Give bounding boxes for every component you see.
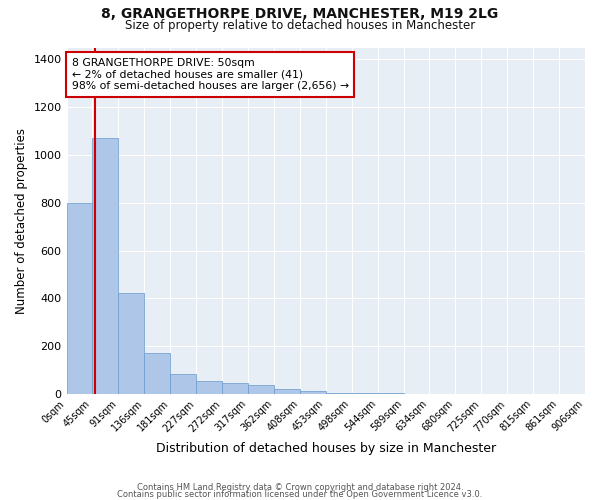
Text: Size of property relative to detached houses in Manchester: Size of property relative to detached ho… xyxy=(125,19,475,32)
Bar xyxy=(92,138,118,394)
Text: Contains HM Land Registry data © Crown copyright and database right 2024.: Contains HM Land Registry data © Crown c… xyxy=(137,484,463,492)
Text: 8 GRANGETHORPE DRIVE: 50sqm
← 2% of detached houses are smaller (41)
98% of semi: 8 GRANGETHORPE DRIVE: 50sqm ← 2% of deta… xyxy=(72,58,349,91)
Bar xyxy=(300,392,326,394)
Bar xyxy=(274,389,300,394)
Y-axis label: Number of detached properties: Number of detached properties xyxy=(15,128,28,314)
Bar xyxy=(170,374,196,394)
Text: 8, GRANGETHORPE DRIVE, MANCHESTER, M19 2LG: 8, GRANGETHORPE DRIVE, MANCHESTER, M19 2… xyxy=(101,8,499,22)
Bar xyxy=(352,393,377,394)
Bar xyxy=(326,392,352,394)
X-axis label: Distribution of detached houses by size in Manchester: Distribution of detached houses by size … xyxy=(156,442,496,455)
Bar xyxy=(248,384,274,394)
Bar xyxy=(118,294,145,394)
Bar xyxy=(196,380,222,394)
Bar xyxy=(222,383,248,394)
Text: Contains public sector information licensed under the Open Government Licence v3: Contains public sector information licen… xyxy=(118,490,482,499)
Bar xyxy=(145,353,170,394)
Bar xyxy=(67,202,92,394)
